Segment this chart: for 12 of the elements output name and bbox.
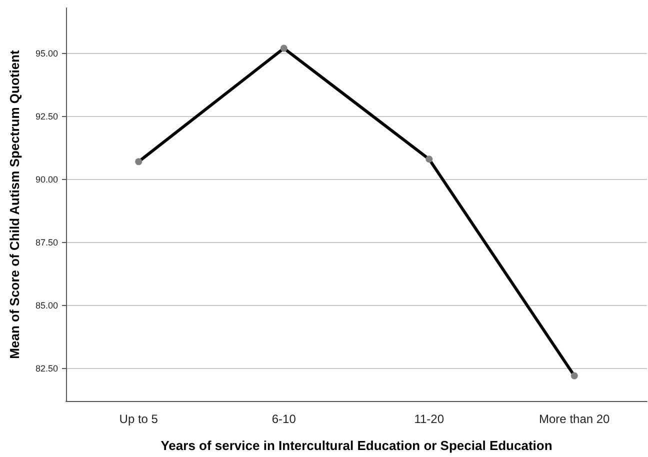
y-axis-title: Mean of Score of Child Autism Spectrum Quotient xyxy=(7,50,22,359)
x-tick-label: 6-10 xyxy=(272,412,296,426)
y-tick-label: 85.00 xyxy=(35,300,58,310)
x-tick-label: Up to 5 xyxy=(119,412,158,426)
y-tick-label: 92.50 xyxy=(35,111,58,122)
x-tick-label: 11-20 xyxy=(414,412,444,426)
y-tick-label: 87.50 xyxy=(35,237,58,248)
y-tick-label: 82.50 xyxy=(35,363,58,374)
x-tick-label: More than 20 xyxy=(539,412,610,426)
y-tick-label: 90.00 xyxy=(35,174,58,184)
y-tick-label: 95.00 xyxy=(35,48,58,58)
x-axis-title: Years of service in Intercultural Education or Special Education xyxy=(160,438,552,453)
